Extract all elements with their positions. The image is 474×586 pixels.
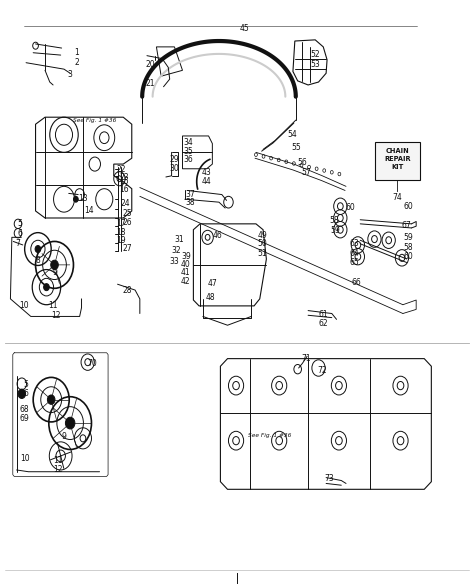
Text: 9: 9 <box>62 432 66 441</box>
Text: 48: 48 <box>206 293 215 302</box>
Text: 30: 30 <box>170 163 179 173</box>
Text: 36: 36 <box>184 155 193 165</box>
Text: 43: 43 <box>202 168 211 177</box>
Text: 16: 16 <box>119 185 129 195</box>
Text: 72: 72 <box>318 366 327 375</box>
Text: 50: 50 <box>258 239 267 248</box>
Text: 56: 56 <box>298 158 307 168</box>
Text: 12: 12 <box>51 311 60 320</box>
Circle shape <box>47 395 55 404</box>
Text: 58: 58 <box>329 216 339 225</box>
Text: 32: 32 <box>172 246 181 255</box>
Circle shape <box>18 389 26 398</box>
Text: 28: 28 <box>122 286 132 295</box>
Text: 53: 53 <box>310 60 320 69</box>
Text: 68: 68 <box>20 404 29 414</box>
Text: 57: 57 <box>301 168 311 177</box>
Text: 61: 61 <box>319 309 328 319</box>
Text: 64: 64 <box>350 248 359 258</box>
Text: 8: 8 <box>36 256 40 265</box>
Text: 7: 7 <box>16 239 20 248</box>
Circle shape <box>35 246 41 253</box>
Text: 31: 31 <box>174 234 184 244</box>
Text: 11: 11 <box>48 301 58 311</box>
Text: 62: 62 <box>319 319 328 328</box>
Circle shape <box>65 417 75 429</box>
Text: 71: 71 <box>301 354 310 363</box>
Text: 40: 40 <box>181 260 191 269</box>
Text: 13: 13 <box>78 193 88 203</box>
Text: 17: 17 <box>117 219 126 229</box>
Text: 10: 10 <box>20 454 29 463</box>
Text: 33: 33 <box>170 257 179 266</box>
Text: 73: 73 <box>325 474 334 483</box>
Text: 27: 27 <box>122 244 132 253</box>
Text: 60: 60 <box>346 203 356 212</box>
Text: 46: 46 <box>212 231 222 240</box>
Circle shape <box>51 260 58 270</box>
Text: 54: 54 <box>287 130 297 139</box>
Text: 35: 35 <box>184 146 193 156</box>
Text: 45: 45 <box>240 23 249 33</box>
Text: 38: 38 <box>186 198 195 207</box>
Text: 10: 10 <box>19 301 28 311</box>
Text: 65: 65 <box>350 258 359 267</box>
Text: 51: 51 <box>258 248 267 258</box>
Text: 2: 2 <box>74 57 79 67</box>
Text: 63: 63 <box>350 239 359 248</box>
Text: 1: 1 <box>74 48 79 57</box>
Text: 59: 59 <box>331 226 340 236</box>
Text: 12: 12 <box>53 465 63 474</box>
Text: 22: 22 <box>116 165 126 175</box>
Text: 3: 3 <box>68 70 73 79</box>
Circle shape <box>44 284 49 291</box>
Text: 60: 60 <box>404 202 413 211</box>
Text: 42: 42 <box>181 277 191 286</box>
Text: 55: 55 <box>292 143 301 152</box>
Text: 34: 34 <box>184 138 193 147</box>
Text: 25: 25 <box>122 209 132 218</box>
Text: 49: 49 <box>258 231 267 240</box>
Text: 5: 5 <box>18 219 22 229</box>
Text: 14: 14 <box>84 206 94 216</box>
Text: 5: 5 <box>24 380 28 389</box>
Text: 26: 26 <box>122 217 132 227</box>
Text: 60: 60 <box>404 252 413 261</box>
Text: See Fig. 1 #36: See Fig. 1 #36 <box>73 118 117 122</box>
Text: 11: 11 <box>53 455 63 465</box>
Text: 66: 66 <box>352 278 361 287</box>
Text: 9: 9 <box>52 268 57 277</box>
Text: 18: 18 <box>117 227 126 237</box>
Text: 6: 6 <box>24 389 28 398</box>
Text: 70: 70 <box>88 359 97 368</box>
Text: 41: 41 <box>181 268 191 277</box>
Text: 21: 21 <box>146 79 155 88</box>
Bar <box>374 142 419 180</box>
Text: 39: 39 <box>181 251 191 261</box>
Text: 58: 58 <box>404 243 413 252</box>
Text: 23: 23 <box>119 173 129 182</box>
Text: 59: 59 <box>404 233 413 243</box>
Text: 52: 52 <box>310 50 320 59</box>
Text: 44: 44 <box>202 176 211 186</box>
Text: 6: 6 <box>18 229 22 238</box>
Text: 37: 37 <box>186 190 195 199</box>
Text: 19: 19 <box>117 236 126 245</box>
Text: 67: 67 <box>402 220 411 230</box>
Text: 20: 20 <box>146 60 155 69</box>
Circle shape <box>73 196 78 202</box>
Text: 15: 15 <box>119 177 129 186</box>
Text: See Fig. 1 #36: See Fig. 1 #36 <box>247 434 291 438</box>
Text: 69: 69 <box>20 414 29 423</box>
Text: CHAIN
REPAIR
KIT: CHAIN REPAIR KIT <box>384 148 410 169</box>
Text: 74: 74 <box>392 193 402 202</box>
Text: 24: 24 <box>121 199 130 208</box>
Text: 47: 47 <box>208 279 217 288</box>
Text: 29: 29 <box>170 155 179 164</box>
